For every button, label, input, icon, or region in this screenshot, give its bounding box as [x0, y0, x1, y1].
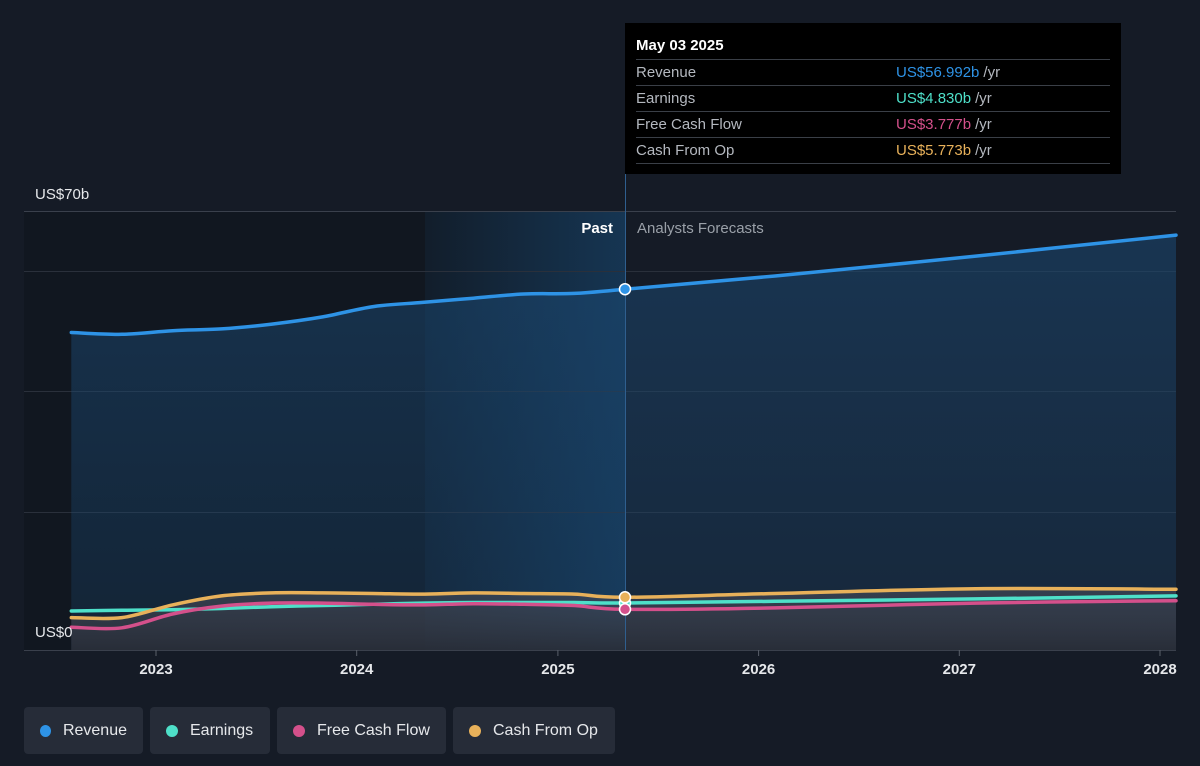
legend-label: Free Cash Flow: [317, 721, 430, 739]
tooltip-row-free-cash-flow: Free Cash Flow US$3.777b /yr: [636, 111, 1110, 137]
legend-dot-icon: [293, 724, 305, 737]
y-axis-bottom-label: US$0: [35, 624, 73, 641]
tooltip-label: Cash From Op: [636, 142, 735, 159]
tooltip-label: Revenue: [636, 64, 697, 81]
past-label: Past: [581, 220, 613, 237]
legend-item-earnings[interactable]: Earnings: [150, 707, 270, 754]
legend-item-revenue[interactable]: Revenue: [24, 707, 143, 754]
series-line-cash-from-op: [69, 586, 1178, 621]
series-line-revenue: [69, 233, 1178, 337]
tooltip-unit: /yr: [975, 90, 992, 107]
series-line-free-cash-flow: [69, 598, 1178, 631]
marker-free-cash-flow: [618, 603, 632, 616]
x-tick-label: 2023: [139, 661, 172, 678]
forecast-label: Analysts Forecasts: [637, 220, 764, 237]
legend-label: Revenue: [62, 721, 127, 739]
tooltip-value: US$4.830b: [896, 90, 972, 107]
tooltip-value: US$5.773b: [896, 142, 972, 159]
legend-item-free-cash-flow[interactable]: Free Cash Flow: [277, 707, 446, 754]
tooltip-row-earnings: Earnings US$4.830b /yr: [636, 85, 1110, 111]
tooltip-unit: /yr: [975, 116, 992, 133]
markers: [618, 282, 632, 616]
legend-dot-icon: [40, 724, 51, 737]
tooltip-unit: /yr: [975, 142, 992, 159]
marker-cash-from-op: [618, 591, 632, 604]
revenue-area: [71, 235, 1176, 650]
x-tick-label: 2024: [340, 661, 374, 678]
tooltip-value: US$56.992b: [896, 64, 980, 81]
x-axis-ticks: 2023 2024 2025 2026 2027 2028: [139, 650, 1177, 678]
tooltip-row-cash-from-op: Cash From Op US$5.773b /yr: [636, 137, 1110, 164]
tooltip-label: Earnings: [636, 90, 696, 107]
x-tick-label: 2025: [541, 661, 574, 678]
y-axis-top-label: US$70b: [35, 186, 89, 203]
legend-label: Earnings: [190, 721, 254, 739]
legend-dot-icon: [166, 724, 178, 737]
x-tick-label: 2026: [742, 661, 775, 678]
x-tick-label: 2027: [943, 661, 976, 678]
tooltip-date: May 03 2025: [636, 37, 724, 54]
tooltip-value: US$3.777b: [896, 116, 972, 133]
legend-item-cash-from-op[interactable]: Cash From Op: [453, 707, 615, 754]
series-lines: [69, 233, 1178, 631]
legend-label: Cash From Op: [493, 721, 598, 739]
tooltip-unit: /yr: [983, 64, 1001, 81]
data-tooltip: May 03 2025 Revenue US$56.992b /yr Earni…: [625, 23, 1121, 174]
marker-revenue: [618, 282, 632, 296]
x-tick-label: 2028: [1143, 661, 1176, 678]
tooltip-label: Free Cash Flow: [636, 116, 742, 133]
legend-dot-icon: [469, 724, 481, 737]
chart-legend: Revenue Earnings Free Cash Flow Cash Fro…: [24, 707, 615, 754]
tooltip-row-revenue: Revenue US$56.992b /yr: [636, 59, 1110, 85]
